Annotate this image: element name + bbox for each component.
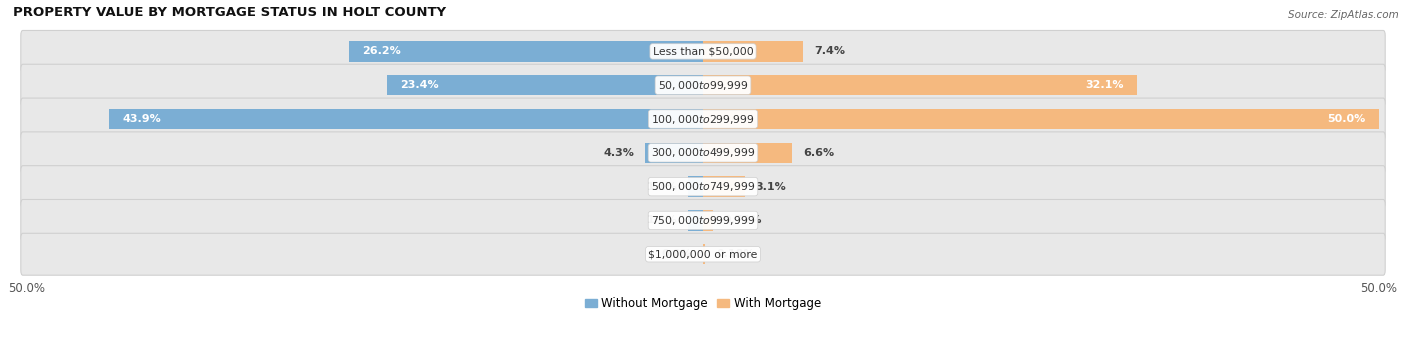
Legend: Without Mortgage, With Mortgage: Without Mortgage, With Mortgage: [581, 292, 825, 315]
Text: 1.1%: 1.1%: [647, 182, 678, 192]
Text: 1.1%: 1.1%: [647, 216, 678, 225]
Bar: [703, 41, 803, 62]
Bar: [703, 210, 713, 231]
Bar: [645, 143, 703, 163]
Bar: [703, 109, 1379, 129]
Bar: [110, 109, 703, 129]
Text: 0.72%: 0.72%: [724, 216, 762, 225]
Bar: [349, 41, 703, 62]
Text: 50.0%: 50.0%: [1327, 114, 1365, 124]
Bar: [703, 176, 745, 197]
Bar: [688, 210, 703, 231]
Bar: [703, 75, 1137, 95]
FancyBboxPatch shape: [21, 166, 1385, 208]
Text: Less than $50,000: Less than $50,000: [652, 47, 754, 56]
FancyBboxPatch shape: [21, 98, 1385, 140]
Text: 26.2%: 26.2%: [363, 47, 401, 56]
Text: $1,000,000 or more: $1,000,000 or more: [648, 249, 758, 259]
Text: $750,000 to $999,999: $750,000 to $999,999: [651, 214, 755, 227]
Text: $100,000 to $299,999: $100,000 to $299,999: [651, 113, 755, 125]
FancyBboxPatch shape: [21, 132, 1385, 174]
Text: 32.1%: 32.1%: [1085, 80, 1123, 90]
Text: 4.3%: 4.3%: [603, 148, 634, 158]
Text: 0.18%: 0.18%: [716, 249, 755, 259]
FancyBboxPatch shape: [21, 233, 1385, 275]
Text: 6.6%: 6.6%: [803, 148, 834, 158]
FancyBboxPatch shape: [21, 200, 1385, 241]
Text: Source: ZipAtlas.com: Source: ZipAtlas.com: [1288, 10, 1399, 20]
Text: 7.4%: 7.4%: [814, 47, 845, 56]
Bar: [703, 143, 792, 163]
Text: $500,000 to $749,999: $500,000 to $749,999: [651, 180, 755, 193]
Text: 43.9%: 43.9%: [122, 114, 162, 124]
Text: 0.0%: 0.0%: [662, 249, 692, 259]
FancyBboxPatch shape: [21, 31, 1385, 72]
FancyBboxPatch shape: [21, 64, 1385, 106]
Bar: [703, 244, 706, 265]
Text: $50,000 to $99,999: $50,000 to $99,999: [658, 79, 748, 92]
Bar: [688, 176, 703, 197]
Text: $300,000 to $499,999: $300,000 to $499,999: [651, 146, 755, 159]
Text: 3.1%: 3.1%: [756, 182, 786, 192]
Text: PROPERTY VALUE BY MORTGAGE STATUS IN HOLT COUNTY: PROPERTY VALUE BY MORTGAGE STATUS IN HOL…: [14, 5, 447, 19]
Bar: [387, 75, 703, 95]
Text: 23.4%: 23.4%: [401, 80, 439, 90]
